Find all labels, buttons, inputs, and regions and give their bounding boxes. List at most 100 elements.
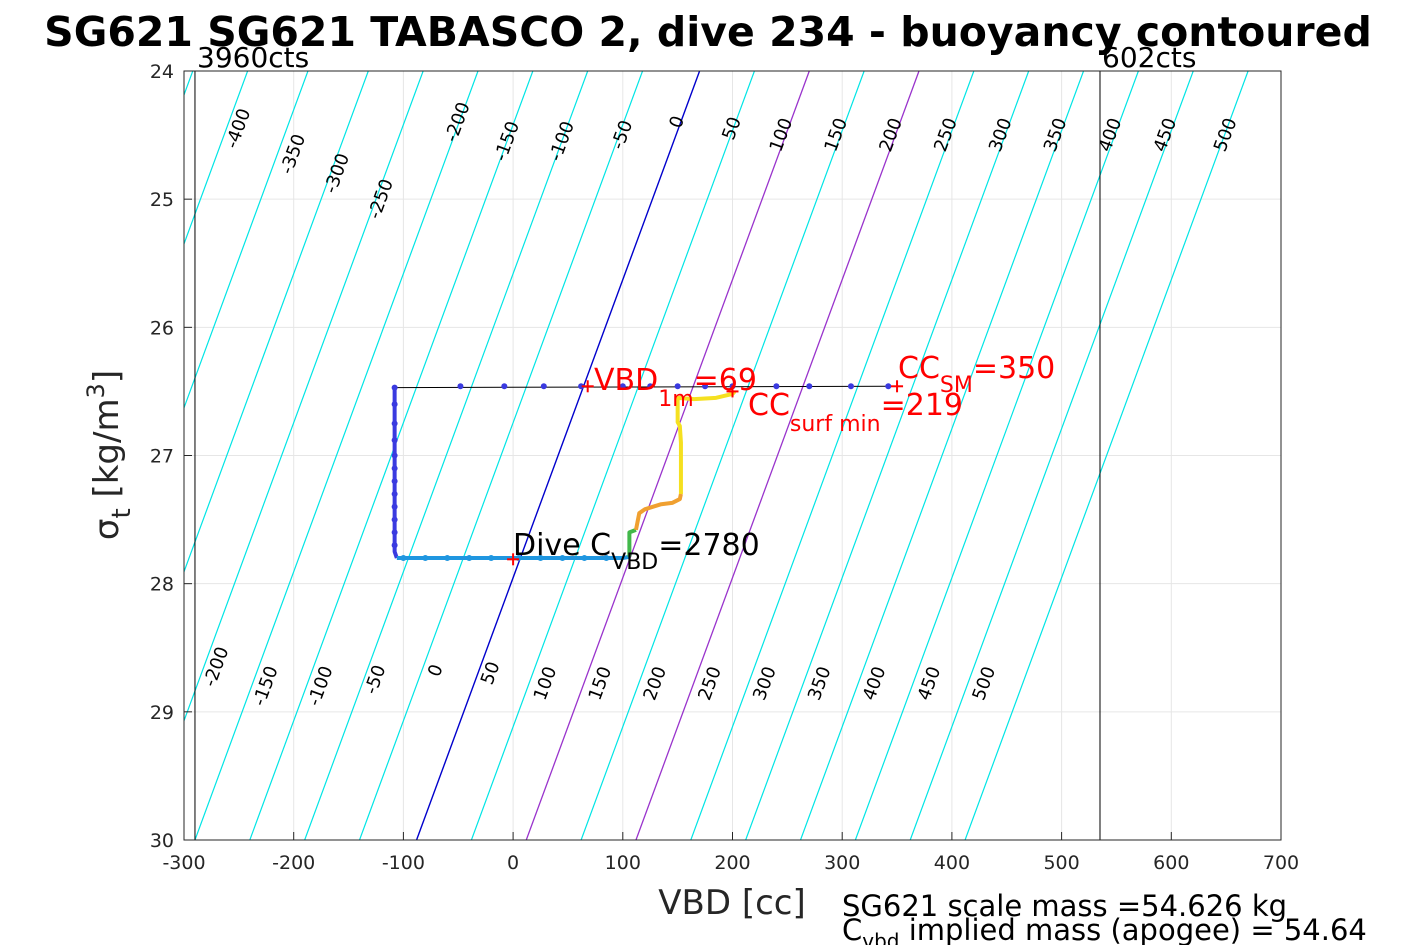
trajectory-point [457, 383, 464, 390]
dive-trajectory [391, 383, 892, 562]
trajectory-point [466, 555, 473, 562]
trajectory-point [559, 555, 566, 562]
trajectory-point [391, 529, 398, 536]
scale-mass-text: SG621 scale mass =54.626 kg [842, 889, 1287, 923]
trajectory-point [806, 383, 813, 390]
cc-surf-min-annotation: CCsurf min=219 [748, 388, 963, 437]
y-axis-label: σt [kg/m3] [82, 370, 137, 540]
contour-line [184, 71, 369, 574]
trajectory-segment [675, 390, 737, 494]
contour-line [525, 71, 810, 840]
ccsm-sub: SM [940, 373, 973, 398]
trajectory-point [674, 383, 681, 390]
trajectory-point [581, 555, 588, 562]
y-tick-label: 26 [150, 317, 174, 339]
x-tick-label: 500 [1043, 852, 1079, 874]
trajectory-segment [634, 493, 683, 531]
cc-surf-min-value: =219 [881, 388, 963, 423]
trajectory-point [444, 555, 451, 562]
trajectory-point [391, 490, 398, 497]
ccsm-value: =350 [973, 351, 1055, 386]
implied-mass-rest: implied mass (apogee) = 54.64 [899, 913, 1366, 945]
cc-surf-min-main: CC [748, 388, 790, 423]
x-tick-label: 300 [824, 852, 860, 874]
trajectory-segment [627, 527, 637, 557]
y-axis-label-close: ] [87, 370, 127, 383]
markers [507, 380, 904, 566]
vbd-1m-sub: 1m [658, 387, 693, 412]
contour-line [415, 71, 701, 840]
x-axis-label: VBD [cc] [658, 883, 806, 923]
contour-line [184, 71, 309, 410]
vbd-1m-main: VBD [594, 363, 658, 398]
contour-line [358, 71, 644, 840]
trajectory-point [391, 465, 398, 472]
x-tick-label: 700 [1263, 852, 1299, 874]
trajectory-point [391, 478, 398, 485]
contour-line [304, 71, 589, 840]
trajectory-point [647, 383, 654, 390]
ccsm-annotation: CCSM=350 [898, 351, 1055, 398]
x-axis-ticks: -300 -200 -100 0 100 200 300 400 500 600 700 [162, 832, 1299, 874]
vbd-max-limit-label: 602cts [1102, 41, 1196, 74]
contour-line [909, 71, 1194, 840]
vbd-1m-value: =69 [694, 363, 757, 398]
y-tick-label: 28 [150, 574, 174, 596]
contour-line [690, 71, 975, 840]
x-tick-label: 100 [605, 852, 641, 874]
trajectory-point [773, 383, 780, 390]
trajectory-point [847, 383, 854, 390]
x-tick-label: 600 [1153, 852, 1189, 874]
dive-cvbd-value: =2780 [658, 528, 759, 563]
contour-line [635, 71, 920, 840]
y-axis-ticks: 24 25 26 27 28 29 30 [150, 61, 192, 852]
buoyancy-contours [184, 71, 1249, 840]
trajectory-point [400, 555, 407, 562]
contour-line [799, 71, 1085, 840]
y-tick-label: 24 [150, 61, 174, 83]
x-tick-label: 200 [714, 852, 750, 874]
trajectory-point [885, 383, 892, 390]
cc-surf-min-sub: surf min [790, 412, 881, 437]
y-axis-label-sup: 3 [82, 383, 110, 398]
contour-line [854, 71, 1139, 840]
contour-line [745, 71, 1030, 840]
trajectory-point [422, 555, 429, 562]
y-tick-label: 27 [150, 446, 174, 468]
x-tick-label: 0 [507, 852, 519, 874]
trajectory-point [501, 383, 508, 390]
vbd-1m-annotation: VBD1m=69 [594, 363, 757, 412]
trajectory-point [391, 452, 398, 459]
trajectory-point [578, 383, 585, 390]
trajectory-segment [396, 554, 630, 561]
contour-line [194, 71, 479, 840]
ccsm-main: CC [898, 351, 940, 386]
trajectory-point [391, 503, 398, 510]
x-tick-label: -100 [382, 852, 425, 874]
trajectory-point [391, 401, 398, 408]
trajectory-segment [392, 387, 399, 559]
contour-line [470, 71, 756, 840]
y-axis-label-sub: t [107, 508, 137, 518]
vbd-limit-lines [194, 71, 1101, 840]
trajectory-point [488, 555, 495, 562]
contour-labels: -400-350 -300-250-200 -150 -100 -50 0 50 100 150… [200, 99, 1242, 709]
implied-mass-text: Cvbd implied mass (apogee) = 54.64 [842, 913, 1367, 945]
trajectory-point [619, 383, 626, 390]
y-tick-label: 29 [150, 702, 174, 724]
dive-cvbd-main: Dive C [513, 528, 611, 563]
y-axis-label-main: σ [87, 519, 127, 541]
contour-line [249, 71, 534, 840]
implied-mass-sub: vbd [862, 929, 899, 945]
implied-mass-main: C [842, 913, 862, 945]
trajectory-point [540, 383, 547, 390]
y-axis-label-units: [kg/m [87, 398, 127, 508]
trajectory-point [537, 555, 544, 562]
contour-line [580, 71, 865, 840]
x-tick-label: -300 [162, 852, 205, 874]
trajectory-point [702, 383, 709, 390]
x-tick-label: 400 [934, 852, 970, 874]
dive-cvbd-annotation: Dive CVBD=2780 [513, 528, 760, 575]
x-tick-label: -200 [272, 852, 315, 874]
